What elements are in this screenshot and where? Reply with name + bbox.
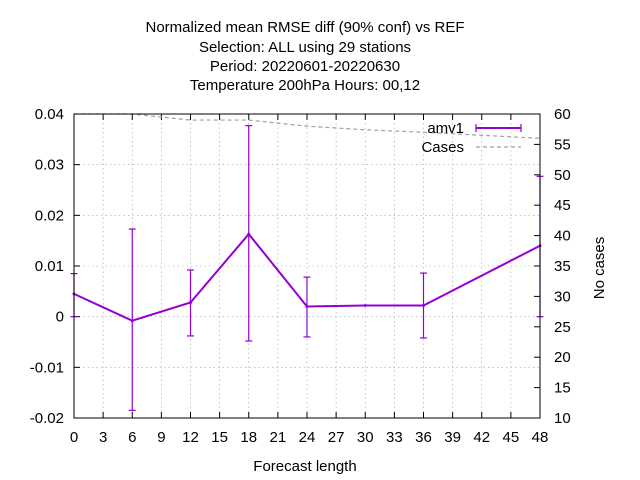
y-tick-label: -0.02	[30, 410, 64, 427]
x-tick-label: 0	[70, 429, 78, 446]
x-axis-label: Forecast length	[253, 458, 356, 475]
x-tick-label: 36	[415, 429, 432, 446]
x-tick-label: 24	[299, 429, 316, 446]
x-tick-label: 30	[357, 429, 374, 446]
errorbar-amv1	[420, 272, 427, 339]
y2-tick-label: 55	[554, 136, 571, 153]
x-tick-label: 12	[182, 429, 199, 446]
y-tick-label: 0.02	[35, 207, 64, 224]
series-line-cases	[74, 113, 541, 139]
series-line-amv1	[73, 232, 541, 322]
series-layer	[70, 113, 544, 411]
x-tick-label: 15	[211, 429, 228, 446]
y2-axis-label: No cases	[591, 237, 608, 300]
y2-tick-label: 25	[554, 319, 571, 336]
x-tick-label: 45	[503, 429, 520, 446]
title-line-3: Period: 20220601-20220630	[210, 58, 400, 75]
y-tick-label: 0.01	[35, 258, 64, 275]
x-tick-label: 6	[128, 429, 136, 446]
x-tick-label: 9	[157, 429, 165, 446]
y2-tick-label: 15	[554, 380, 571, 397]
y2-tick-label: 35	[554, 258, 571, 275]
x-tick-label: 39	[444, 429, 461, 446]
y2-tick-label: 60	[554, 106, 571, 123]
x-tick-label: 48	[532, 429, 549, 446]
y-tick-label: 0	[56, 309, 64, 326]
plot-frame	[73, 113, 541, 419]
grid	[74, 114, 540, 418]
y2-tick-label: 40	[554, 228, 571, 245]
errorbar-amv1	[187, 269, 194, 337]
title-line-2: Selection: ALL using 29 stations	[199, 39, 411, 56]
y2-tick-label: 10	[554, 410, 571, 427]
x-tick-label: 27	[328, 429, 345, 446]
x-tick-label: 21	[270, 429, 287, 446]
data-point-amv1	[363, 304, 367, 308]
x-tick-label: 42	[473, 429, 490, 446]
x-tick-label: 33	[386, 429, 403, 446]
errorbar-amv1	[128, 228, 136, 411]
x-tick-label: 18	[240, 429, 257, 446]
y2-tick-label: 20	[554, 349, 571, 366]
y2-tick-label: 50	[554, 167, 571, 184]
legend-label-amv1: amv1	[427, 120, 464, 137]
y-tick-label: 0.04	[35, 106, 64, 123]
y-tick-label: 0.03	[35, 157, 64, 174]
title-line-4: Temperature 200hPa Hours: 00,12	[190, 77, 420, 94]
y-tick-label: -0.01	[30, 359, 64, 376]
title-line-1: Normalized mean RMSE diff (90% conf) vs …	[146, 19, 465, 36]
y2-tick-label: 45	[554, 197, 571, 214]
errorbar-amv1	[245, 125, 253, 342]
legend-label-cases: Cases	[421, 139, 464, 156]
chart-title: Normalized mean RMSE diff (90% conf) vs …	[146, 19, 465, 94]
tick-labels: 0 3 6 9 12 15 18 21 24 27 30 33 36 39 42 45 48-0.02-0.01…	[30, 106, 571, 446]
errorbar-amv1	[303, 276, 311, 338]
legend: amv1 Cases	[421, 120, 522, 156]
y2-tick-label: 30	[554, 288, 571, 305]
x-tick-label: 3	[99, 429, 107, 446]
